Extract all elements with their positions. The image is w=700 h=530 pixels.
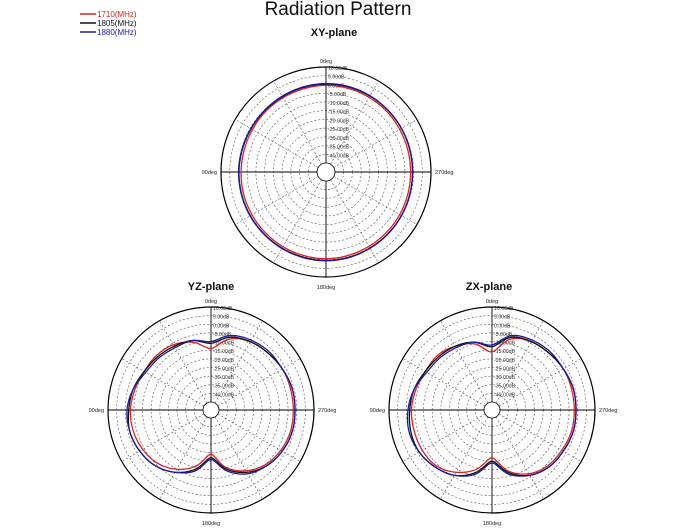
yz-ring-label: -35.00dB [213,384,235,390]
zx-center-ring [483,401,501,419]
yz-ring-label: -15.00dB [213,349,235,355]
zx-ring-label: 0.00dB [494,323,511,329]
yz-angle-label-right: 270deg [318,408,336,414]
zx-ring-label: -5.00dB [494,332,513,338]
xy-angle-label-top: 0deg [320,59,332,65]
legend-label-1880: 1880(MHz) [97,28,137,37]
xy-angle-label-right: 270deg [435,170,453,176]
yz-center-ring [202,401,220,419]
xy-ring-label: 10.00dB [328,66,348,72]
xy-ring-label: -5.00dB [328,92,347,98]
xy-series-1710mhz [240,84,412,260]
xy-series-1880mhz [237,82,414,262]
xy-ring-label: -15.00dB [328,110,350,116]
yz-ring-label: -25.00dB [213,366,235,372]
xy-ring-label: 5.00dB [328,75,345,81]
zx-angle-label-bottom: 180deg [483,521,501,527]
zx-ring-label: -15.00dB [494,349,516,355]
zx-angle-label-top: 0deg [486,299,498,305]
xy-spoke [234,119,319,168]
xy-center-ring [316,162,336,182]
zx-series-1880mhz [406,334,577,477]
xy-ring-label: -20.00dB [328,118,350,124]
xy-ring-label: -25.00dB [328,127,350,133]
zx-ring-label: -30.00dB [494,375,516,381]
xy-ring-label: -40.00dB [328,153,350,159]
yz-ring-label: -10.00dB [213,341,235,347]
yz-ring-label: 5.00dB [213,315,230,321]
xy-spoke [330,179,379,264]
legend: 1710(MHz) 1805(MHz) 1880(MHz) [80,10,137,37]
yz-ring-label: -5.00dB [213,332,232,338]
yz-ring-label: -20.00dB [213,358,235,364]
zx-plane-title: ZX-plane [466,281,512,293]
legend-label-1805: 1805(MHz) [97,19,137,28]
yz-spoke [121,358,205,407]
xy-ring-label: -30.00dB [328,136,350,142]
zx-ring-label: -25.00dB [494,366,516,372]
xy-ring-label: -35.00dB [328,145,350,151]
zx-ring-label: -20.00dB [494,358,516,364]
zx-ring-label: -40.00dB [494,392,516,398]
zx-spoke [402,358,486,407]
zx-ring-label: -35.00dB [494,384,516,390]
xy-spoke [273,179,322,264]
xy-angle-label-left: 90deg [202,170,217,176]
zx-angle-label-right: 270deg [599,408,617,414]
xy-spoke [333,119,418,168]
yz-plane-title: YZ-plane [188,281,234,293]
zx-plane-plot: 10.00dB 5.00dB 0.00dB -5.00dB -10.00dB -15.00… [370,299,618,527]
yz-plane-plot: 10.00dB 5.00dB 0.00dB -5.00dB -10.00dB -15.00… [89,299,337,527]
zx-ring-label: -10.00dB [494,341,516,347]
xy-plane-title: XY-plane [311,27,357,39]
xy-angle-label-bottom: 180deg [317,285,335,291]
yz-angle-label-top: 0deg [205,299,217,305]
yz-ring-label: 10.00dB [213,306,233,312]
figure-title: Radiation Pattern [265,0,412,20]
yz-ring-label: -30.00dB [213,375,235,381]
zx-angle-label-left: 90deg [370,408,385,414]
xy-spoke [330,80,379,165]
xy-ring-label: -10.00dB [328,101,350,107]
yz-angle-label-left: 90deg [89,408,104,414]
xy-plane-plot: 10.00dB5.00dB0.00dB-5.00dB-10.00dB-15.00… [202,59,454,291]
zx-spoke [440,320,489,404]
yz-ring-label: 0.00dB [213,323,230,329]
yz-angle-label-bottom: 180deg [202,521,220,527]
yz-series-1880mhz [126,334,296,475]
zx-ring-label: 5.00dB [494,315,511,321]
yz-spoke [159,320,208,404]
xy-spoke [333,176,418,225]
yz-ring-label: -40.00dB [213,392,235,398]
xy-spoke [273,80,322,165]
zx-ring-label: 10.00dB [494,306,514,312]
legend-label-1710: 1710(MHz) [97,10,137,19]
xy-spoke [234,176,319,225]
